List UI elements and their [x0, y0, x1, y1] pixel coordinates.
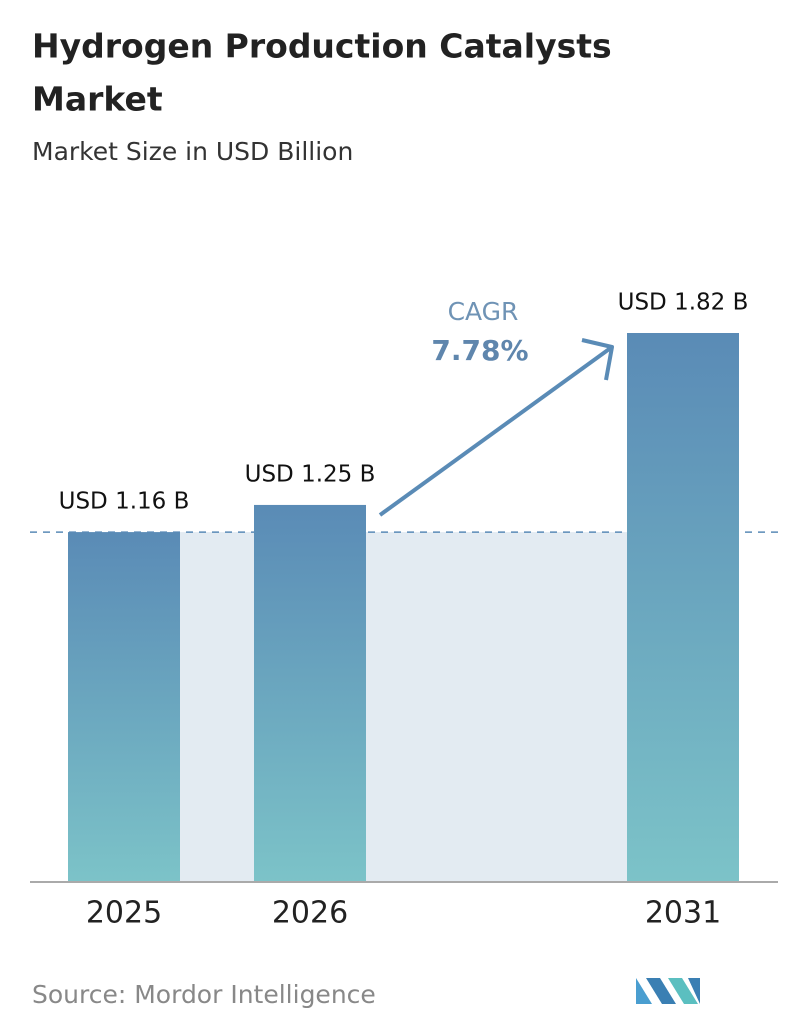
- cagr-value: 7.78%: [431, 334, 528, 367]
- value-label: USD 1.82 B: [618, 290, 749, 316]
- cagr-label: CAGR: [448, 297, 519, 326]
- chart-subtitle: Market Size in USD Billion: [32, 137, 353, 166]
- source: Source: Mordor Intelligence: [32, 980, 376, 1009]
- bar: [627, 333, 739, 882]
- cagr-arrow: [378, 345, 614, 517]
- x-tick-label: 2026: [272, 896, 348, 931]
- value-label: USD 1.16 B: [59, 489, 190, 515]
- logo: [636, 978, 700, 1004]
- chart-title: Market: [32, 80, 163, 119]
- bar: [68, 532, 180, 882]
- reference-area: [180, 532, 627, 882]
- bar: [254, 504, 366, 882]
- cagr-arrowhead: [581, 338, 614, 381]
- value-label: USD 1.25 B: [245, 461, 376, 487]
- x-tick-label: 2031: [645, 896, 721, 931]
- x-tick-label: 2025: [86, 896, 162, 931]
- chart-title: Hydrogen Production Catalysts: [32, 27, 612, 66]
